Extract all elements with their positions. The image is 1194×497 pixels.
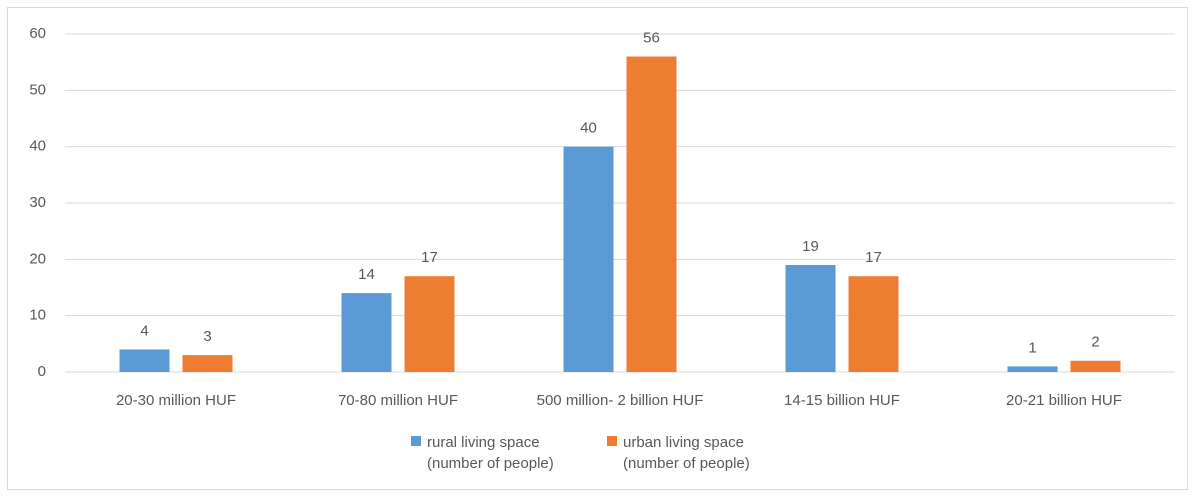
data-label: 17: [421, 249, 438, 266]
y-tick-label: 10: [29, 307, 46, 324]
bar: [1070, 360, 1121, 372]
y-tick-label: 20: [29, 250, 46, 267]
data-label: 2: [1091, 334, 1099, 351]
x-tick-label: 500 million- 2 billion HUF: [537, 392, 704, 409]
data-label: 14: [358, 266, 375, 283]
data-label: 1: [1028, 339, 1036, 356]
legend-item: urban living space (number of people): [607, 432, 783, 474]
y-tick-label: 40: [29, 138, 46, 155]
data-label: 19: [802, 238, 819, 255]
legend: rural living space (number of people) urb…: [0, 432, 1194, 474]
data-label: 17: [865, 249, 882, 266]
legend-swatch: [607, 436, 617, 446]
data-label: 40: [580, 120, 597, 137]
bar: [119, 349, 170, 372]
legend-label: urban living space (number of people): [623, 434, 750, 472]
x-tick-label: 70-80 million HUF: [338, 392, 458, 409]
bar: [785, 264, 836, 372]
bar: [1007, 366, 1058, 372]
legend-swatch: [411, 436, 421, 446]
y-tick-label: 60: [29, 25, 46, 42]
bar: [626, 56, 677, 373]
data-label: 4: [140, 322, 148, 339]
legend-label: rural living space (number of people): [427, 434, 554, 472]
bar: [182, 355, 233, 372]
y-tick-label: 30: [29, 194, 46, 211]
chart-border: [7, 7, 1188, 490]
bar: [341, 293, 392, 372]
legend-item: rural living space (number of people): [411, 432, 587, 474]
x-tick-label: 20-30 million HUF: [116, 392, 236, 409]
y-tick-label: 0: [38, 363, 46, 380]
bar: [404, 276, 455, 372]
y-tick-label: 50: [29, 81, 46, 98]
data-label: 56: [643, 30, 660, 47]
bar: [848, 276, 899, 372]
bar: [563, 146, 614, 372]
x-tick-label: 20-21 billion HUF: [1006, 392, 1122, 409]
data-label: 3: [203, 328, 211, 345]
x-tick-label: 14-15 billion HUF: [784, 392, 900, 409]
